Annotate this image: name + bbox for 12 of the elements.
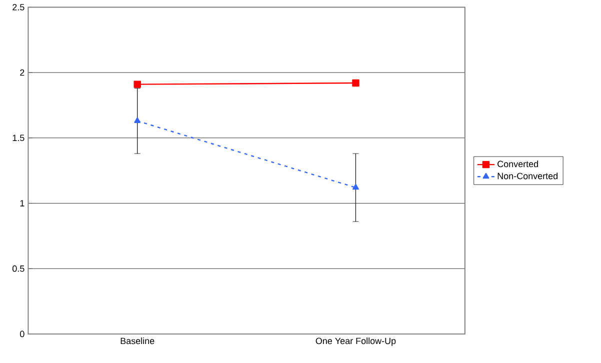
point: [352, 79, 360, 87]
y-tick-label: 1: [20, 200, 24, 206]
y-tick-label: 2: [20, 69, 24, 76]
y-tick-label: 1.5: [12, 134, 24, 141]
y-tick-label: 0: [20, 330, 24, 338]
x-tick-label: One Year Follow-Up: [316, 337, 396, 346]
point: [134, 80, 141, 88]
x-tick-label: Baseline: [120, 337, 154, 344]
y-tick-label: 2.5: [12, 4, 24, 10]
legend-label: Non-Converted: [498, 172, 558, 180]
legend-label: Converted: [498, 160, 538, 168]
y-tick-label: 0.5: [12, 265, 24, 272]
